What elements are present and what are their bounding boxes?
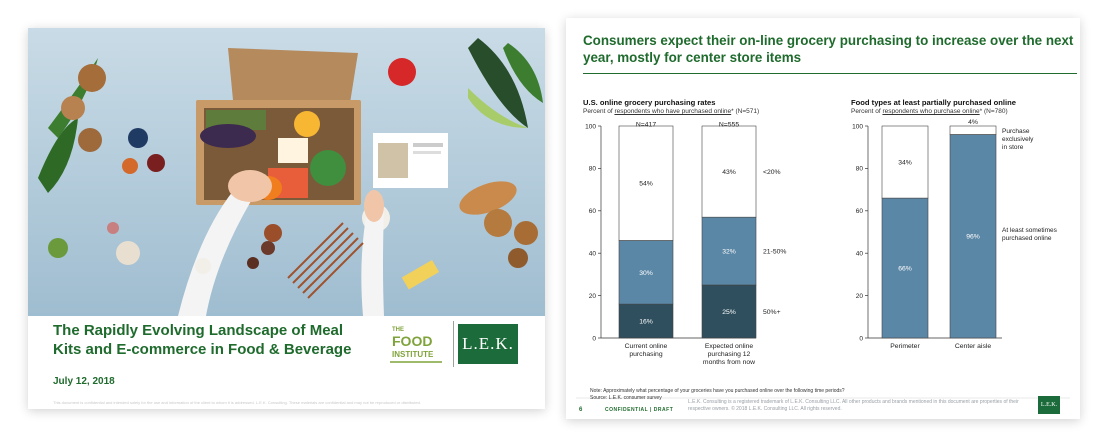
chart1-category-label: purchasing [629,351,662,358]
source-text: Source: L.E.K. consumer survey [590,395,662,401]
chart2-series-label: Purchase [1002,128,1030,135]
food-institute-logo: THE FOOD INSTITUTE [388,321,444,367]
chart1-category-label: Current online [625,343,668,350]
chart1-y-tick-label: 100 [585,123,596,130]
chart1-data-label: 43% [722,169,736,176]
chart2-category-label: Perimeter [890,343,920,350]
chart1-bar-segment [618,303,674,339]
svg-text:THE: THE [392,327,404,333]
food-photo [28,28,545,316]
chart1-data-label: 25% [722,309,736,316]
charts-canvas: 0 20 40 60 80 100 16% 30% 54% N=417 Current online… [576,119,1070,399]
chart1-data-label: 32% [722,249,736,256]
deck-date: July 12, 2018 [53,376,115,387]
chart2-bar-segment [949,134,997,339]
chart1-bar-segment [701,284,757,339]
chart-slide-thumbnail[interactable]: Consumers expect their on-line grocery p… [566,18,1080,419]
chart1-category-label: Expected online [705,343,754,350]
chart2-subtitle-post: * (N=780) [979,108,1008,115]
chart2-y-tick-label: 0 [859,335,863,342]
chart1-data-label: 16% [639,319,653,326]
chart2-subtitle-link: respondents who purchase online [882,108,980,115]
legal-text: L.E.K. Consulting is a registered tradem… [688,399,1019,412]
svg-text:INSTITUTE: INSTITUTE [392,350,434,359]
confidentiality-footnote: This document is confidential and intend… [53,400,421,405]
confidential-label: CONFIDENTIAL | DRAFT [605,407,674,413]
chart1-bar-segment [701,216,757,286]
chart2-y-tick-label: 40 [856,251,864,258]
meal-kit-photo-image [28,28,545,316]
chart1-y-tick-label: 0 [592,335,596,342]
chart1-subtitle-pre: Percent of [583,108,615,115]
chart1-category-label: purchasing 12 [708,351,751,358]
title-slide-thumbnail[interactable]: The Rapidly Evolving Landscape of Meal K… [28,28,545,409]
chart2-bar-segment [949,125,997,135]
chart1-y-tick-label: 40 [589,251,597,258]
chart2-subtitle: Percent of respondents who purchase onli… [851,108,1008,115]
chart1-data-label: 30% [639,270,653,277]
chart1-series-label: <20% [763,169,781,176]
title-rule [583,73,1077,74]
chart1-series-label: 50%+ [763,309,781,316]
chart1-category-label: months from now [703,359,755,366]
page-number: 6 [579,407,583,413]
chart2-subtitle-pre: Percent of [851,108,883,115]
svg-text:FOOD: FOOD [392,333,432,349]
chart2-series-label: exclusively [1002,136,1034,143]
chart1-subtitle-post: * (N=571) [731,108,760,115]
chart2-y-tick-label: 20 [856,293,864,300]
chart1-n-label: N=555 [719,122,739,129]
chart2-data-label: 4% [968,119,978,126]
chart1-subtitle: Percent of respondents who have purchase… [583,108,759,115]
chart1-data-label: 54% [639,181,653,188]
chart2-bar-segment [881,197,929,339]
slide-title: Consumers expect their on-line grocery p… [583,33,1074,65]
chart2-series-label: At least sometimes [1002,227,1058,234]
chart2-series-label: purchased online [1002,235,1052,242]
chart1-n-label: N=417 [636,122,656,129]
chart2-title: Food types at least partially purchased … [851,98,1016,107]
chart2-data-label: 96% [966,234,980,241]
chart1-bar-segment [618,240,674,305]
chart2-y-tick-label: 100 [852,123,863,130]
chart1-bar-segment [701,125,757,218]
chart2-data-label: 66% [898,266,912,273]
chart2-y-tick-label: 60 [856,208,864,215]
chart2-bar-segment [881,125,929,199]
logo-divider [453,321,454,367]
chart1-y-tick-label: 60 [589,208,597,215]
chart2-category-label: Center aisle [955,343,991,350]
chart1-title: U.S. online grocery purchasing rates [583,98,716,107]
chart-note: Note: Approximately what percentage of y… [590,388,845,402]
chart2-series-label: in store [1002,144,1024,151]
chart1-y-tick-label: 80 [589,166,597,173]
note-text: Note: Approximately what percentage of y… [590,388,845,394]
lek-logo-small: L.E.K. [1038,396,1060,414]
chart2-data-label: 34% [898,160,912,167]
chart1-y-tick-label: 20 [589,293,597,300]
lek-logo: L.E.K. [458,324,518,364]
chart1-subtitle-link: respondents who have purchased online [614,108,732,115]
chart1-bar-segment [618,125,674,241]
chart2-y-tick-label: 80 [856,166,864,173]
deck-title: The Rapidly Evolving Landscape of Meal K… [53,322,352,358]
chart1-series-label: 21-50% [763,249,786,256]
